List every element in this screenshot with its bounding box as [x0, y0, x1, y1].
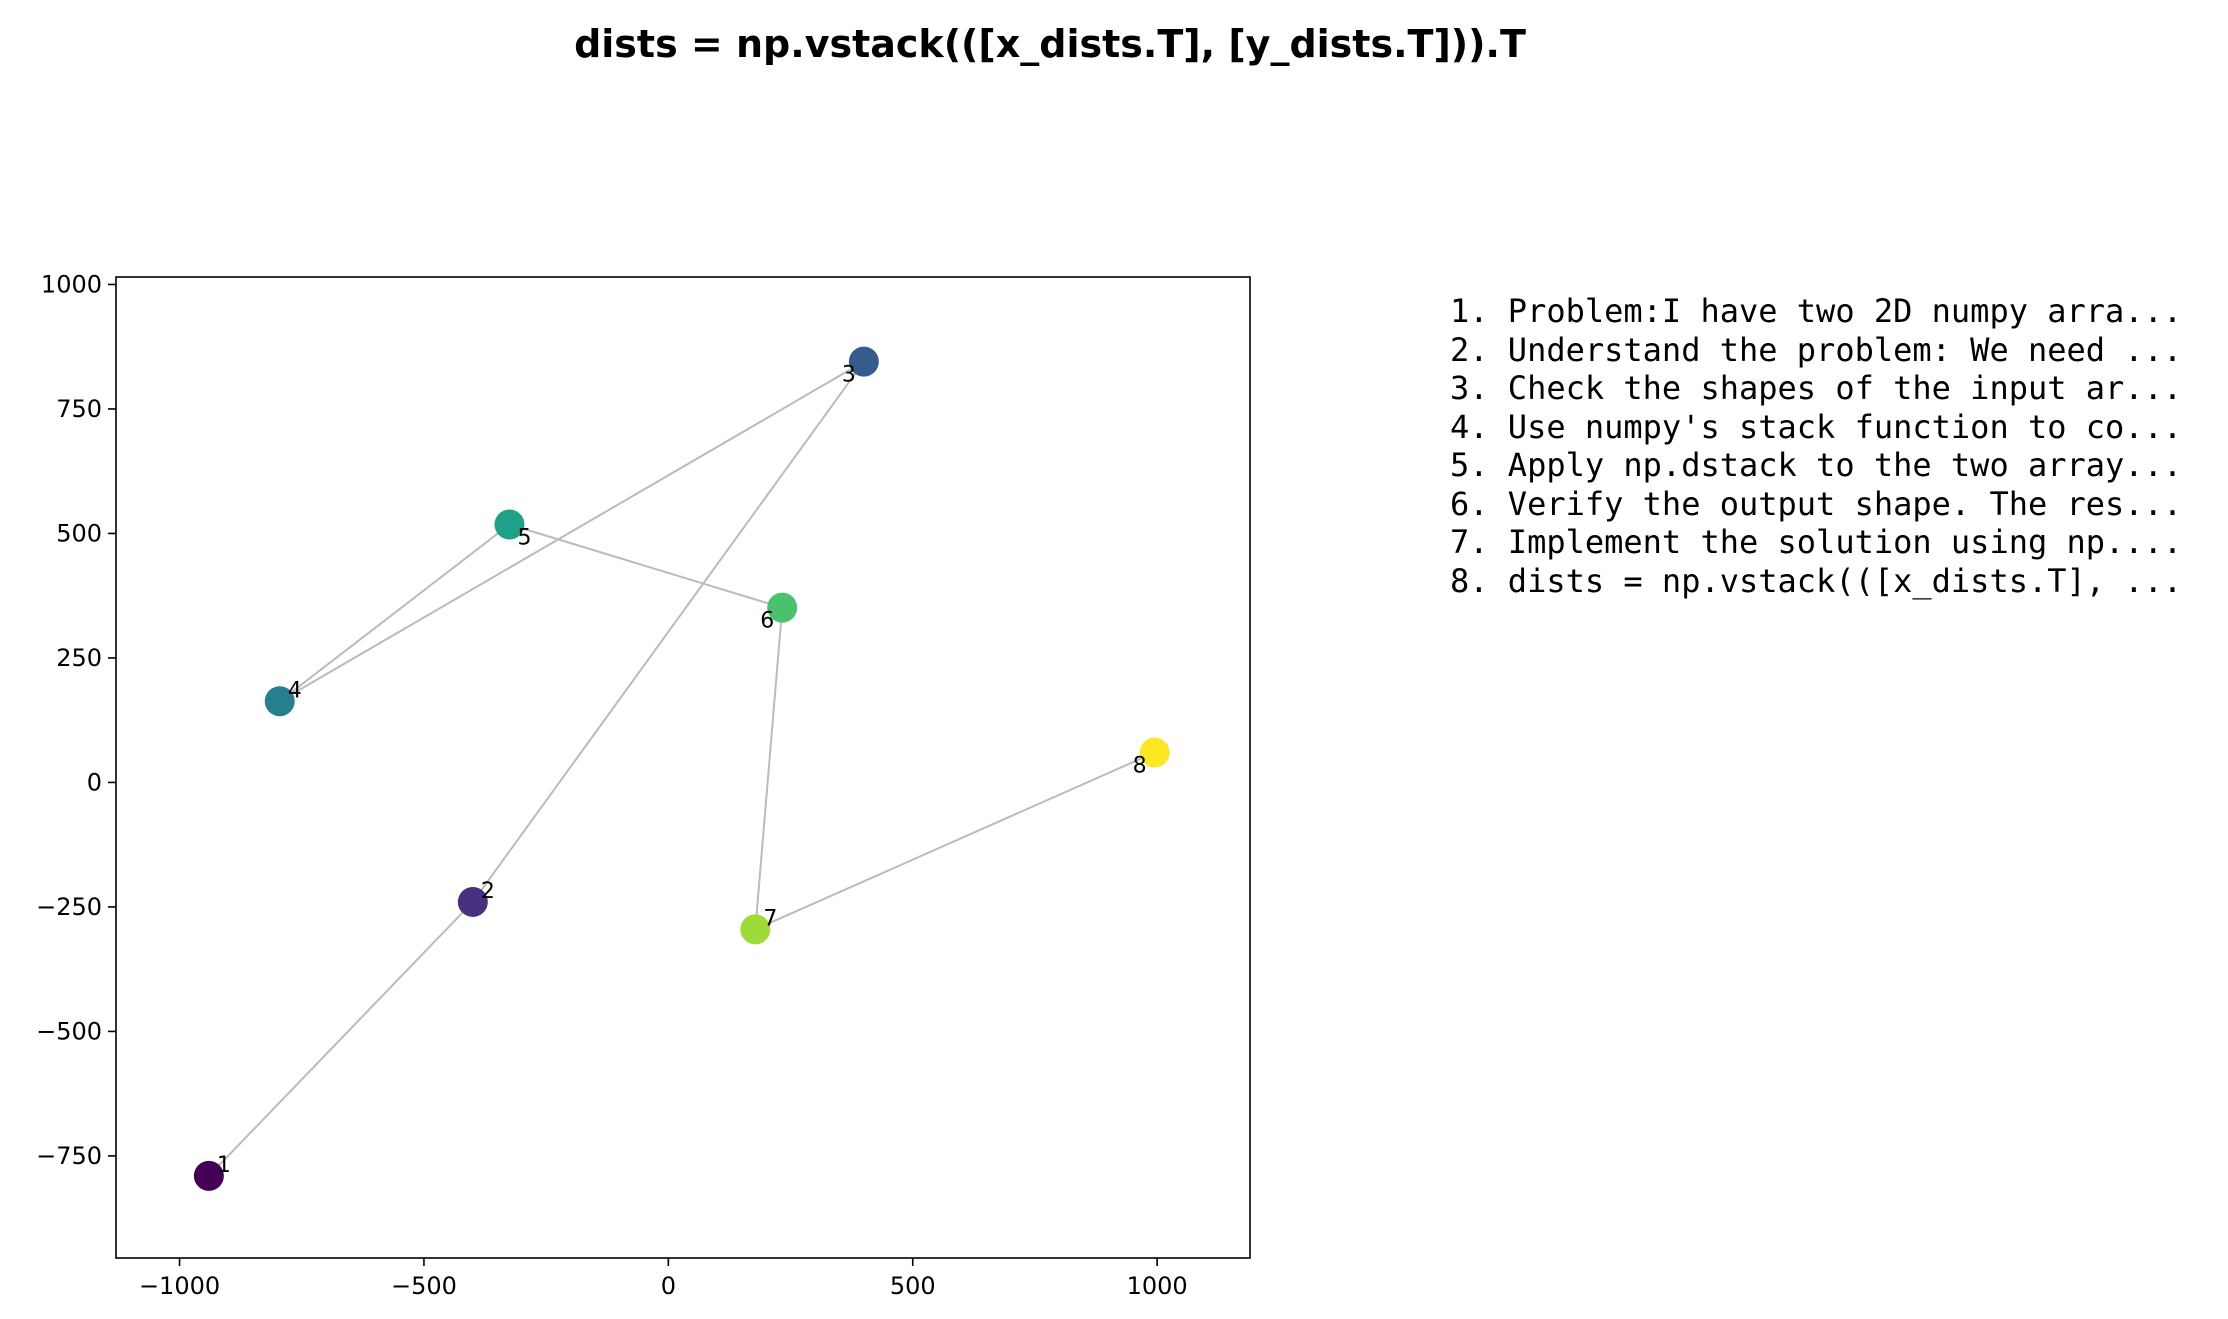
- y-tick-label: 500: [56, 519, 102, 547]
- point-label-2: 2: [481, 879, 495, 904]
- plot-frame: [115, 276, 1251, 1259]
- steps-list: 1. Problem:I have two 2D numpy arra... 2.…: [1450, 292, 2182, 600]
- y-tick-label: 750: [56, 395, 102, 423]
- point-labels: 1 2 3 4 5 6 7 8: [217, 363, 1147, 1178]
- connection-lines: [208, 360, 1156, 1177]
- point-label-5: 5: [517, 525, 531, 550]
- connection-line-4-5: [279, 523, 511, 703]
- chart-title: dists = np.vstack(([x_dists.T], [y_dists…: [574, 22, 1526, 66]
- x-tick-label: −500: [391, 1272, 457, 1300]
- data-point-3: [848, 346, 879, 377]
- data-point-8: [1139, 737, 1170, 768]
- data-point-5: [494, 509, 525, 540]
- step-item: 8. dists = np.vstack(([x_dists.T], ...: [1450, 561, 2183, 600]
- step-item: 6. Verify the output shape. The res...: [1450, 484, 2183, 523]
- connection-line-2-3: [472, 361, 865, 903]
- data-point-1: [193, 1160, 224, 1191]
- y-tick-label: −750: [36, 1142, 102, 1170]
- data-point-7: [740, 914, 771, 945]
- y-tick-label: 250: [56, 644, 102, 672]
- point-label-6: 6: [760, 609, 774, 634]
- connection-line-3-4: [279, 360, 865, 703]
- x-tick-label: 0: [661, 1272, 676, 1300]
- x-tick-label: −1000: [139, 1272, 220, 1300]
- x-axis: −1000 −500 0 500 1000: [139, 1258, 1188, 1300]
- data-point-2: [457, 886, 488, 917]
- step-item: 2. Understand the problem: We need ...: [1450, 330, 2183, 369]
- connection-line-7-8: [754, 751, 1156, 931]
- data-point-4: [264, 686, 295, 717]
- y-tick-label: −500: [36, 1017, 102, 1045]
- step-item: 4. Use numpy's stack function to co...: [1450, 407, 2183, 446]
- point-label-3: 3: [842, 363, 856, 388]
- connection-line-6-7: [754, 607, 784, 930]
- step-item: 7. Implement the solution using np....: [1450, 523, 2183, 561]
- point-label-1: 1: [217, 1153, 231, 1178]
- step-item: 1. Problem:I have two 2D numpy arra...: [1450, 292, 2183, 330]
- y-axis: −750 −500 −250 0 250 500 750 1000: [36, 270, 116, 1170]
- connection-line-5-6: [509, 523, 783, 609]
- data-point-6: [767, 592, 798, 623]
- x-tick-label: 1000: [1127, 1272, 1188, 1300]
- x-tick-label: 500: [890, 1272, 936, 1300]
- y-tick-label: −250: [36, 893, 102, 921]
- y-tick-label: 1000: [41, 270, 102, 298]
- y-tick-label: 0: [87, 768, 102, 796]
- connection-line-1-2: [208, 901, 474, 1177]
- step-item: 5. Apply np.dstack to the two array...: [1450, 446, 2183, 484]
- step-item: 3. Check the shapes of the input ar...: [1450, 369, 2183, 407]
- point-label-4: 4: [288, 678, 302, 703]
- point-label-8: 8: [1133, 754, 1147, 779]
- data-points: [193, 346, 1170, 1191]
- point-label-7: 7: [763, 906, 777, 931]
